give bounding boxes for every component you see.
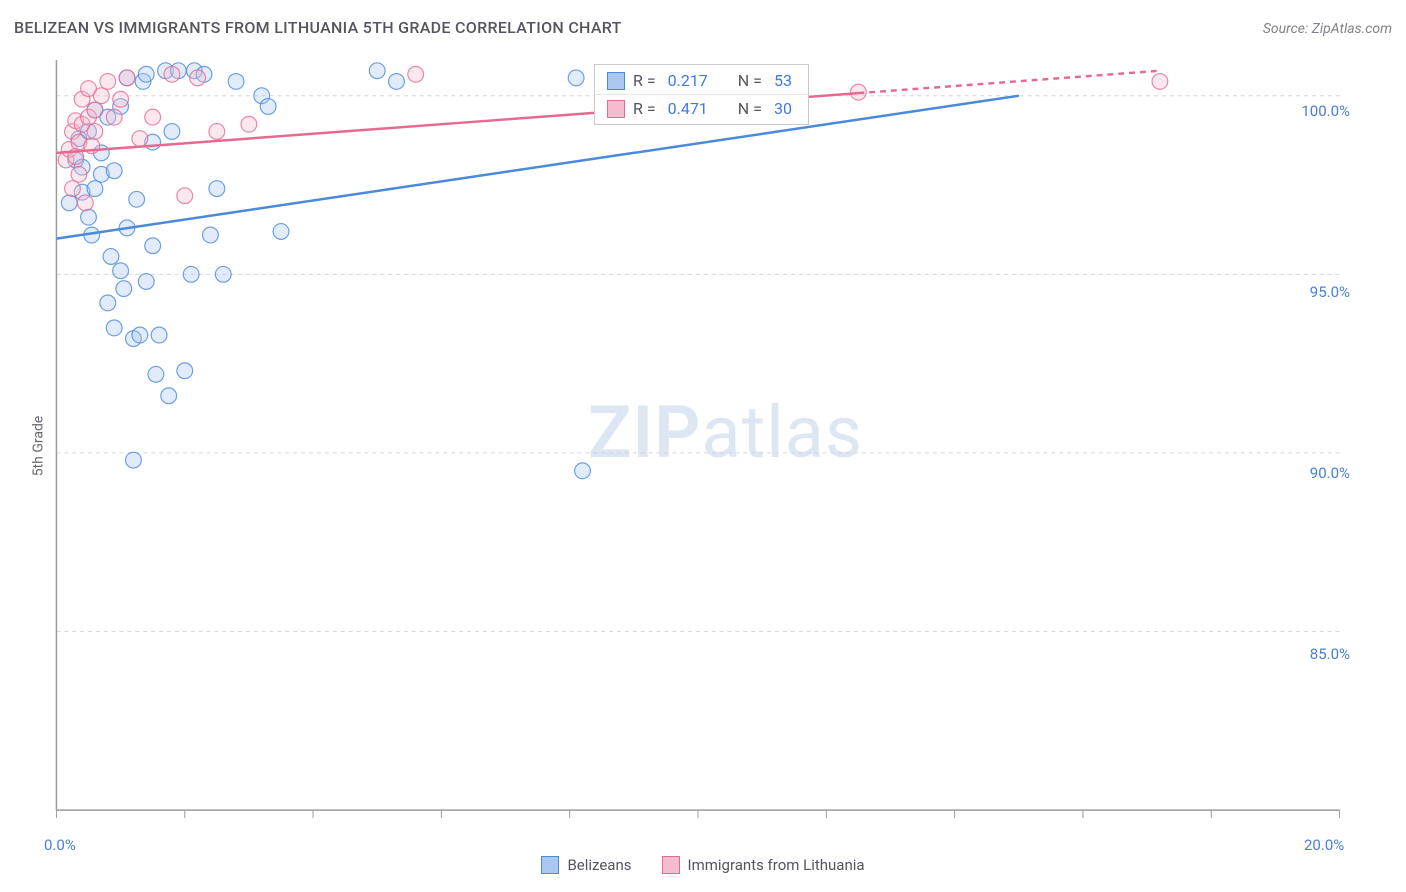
chart-source: Source: ZipAtlas.com xyxy=(1263,21,1392,37)
stats-n-label: N = xyxy=(738,99,762,118)
stats-r-label: R = xyxy=(633,71,656,90)
y-tick-label: 100.0% xyxy=(1290,102,1350,120)
chart-title: BELIZEAN VS IMMIGRANTS FROM LITHUANIA 5T… xyxy=(14,18,622,37)
legend-swatch xyxy=(662,856,680,874)
legend-label: Immigrants from Lithuania xyxy=(688,856,865,874)
stats-row: R = 0.217 N = 53 xyxy=(595,67,808,95)
stats-n-value: 53 xyxy=(774,71,792,90)
scatter-plot xyxy=(48,60,1348,820)
stats-r-label: R = xyxy=(633,99,656,118)
series-swatch xyxy=(607,100,625,118)
chart-header: BELIZEAN VS IMMIGRANTS FROM LITHUANIA 5T… xyxy=(14,18,1392,37)
y-tick-label: 95.0% xyxy=(1290,283,1350,301)
y-axis-label: 5th Grade xyxy=(30,416,46,477)
stats-r-value: 0.217 xyxy=(668,71,708,90)
legend-label: Belizeans xyxy=(567,856,631,874)
legend-item: Belizeans xyxy=(541,856,631,874)
stats-r-value: 0.471 xyxy=(668,99,708,118)
legend-swatch xyxy=(541,856,559,874)
chart-area: 85.0%90.0%95.0%100.0% 0.0%20.0% ZIPatlas… xyxy=(48,60,1348,820)
y-tick-label: 85.0% xyxy=(1290,645,1350,663)
stats-row: R = 0.471 N = 30 xyxy=(595,95,808,122)
x-tick-label: 0.0% xyxy=(44,836,76,854)
x-tick-label: 20.0% xyxy=(1304,836,1344,854)
stats-n-label: N = xyxy=(738,71,762,90)
stats-legend-box: R = 0.217 N = 53 R = 0.471 N = 30 xyxy=(594,64,809,125)
series-swatch xyxy=(607,72,625,90)
legend-item: Immigrants from Lithuania xyxy=(662,856,865,874)
stats-n-value: 30 xyxy=(774,99,792,118)
bottom-legend: Belizeans Immigrants from Lithuania xyxy=(0,856,1406,874)
y-tick-label: 90.0% xyxy=(1290,464,1350,482)
